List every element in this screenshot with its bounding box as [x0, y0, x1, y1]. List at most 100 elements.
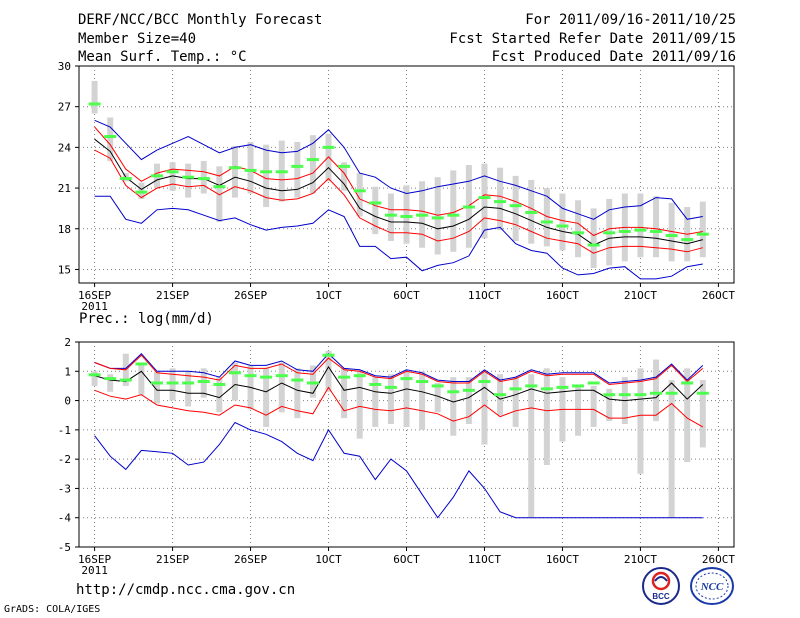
spread-box: [450, 170, 457, 252]
median-marker: [603, 231, 616, 235]
median-marker: [306, 381, 319, 385]
median-marker: [587, 381, 600, 385]
figure-title: DERF/NCC/BCC Monthly Forecast: [78, 12, 323, 28]
spread-box: [216, 377, 223, 413]
spread-box: [263, 368, 270, 427]
spread-box: [387, 374, 394, 424]
y-tick-label: 0: [64, 395, 71, 408]
spread-box: [668, 380, 675, 518]
spread-box: [216, 166, 223, 222]
median-marker: [104, 377, 117, 381]
median-marker: [494, 200, 507, 204]
x-tick-label: 6OCT: [393, 553, 420, 566]
min-line: [94, 195, 703, 280]
median-marker: [135, 190, 148, 194]
median-marker: [384, 213, 397, 217]
median-marker: [634, 393, 647, 397]
variable-label: Mean Surf. Temp.: °C: [78, 49, 247, 65]
median-marker: [494, 393, 507, 397]
spread-box: [247, 141, 254, 194]
spread-box: [387, 193, 394, 241]
median-marker: [416, 380, 429, 384]
y-tick-label: 24: [58, 141, 72, 154]
median-marker: [696, 232, 709, 236]
y-tick-label: -2: [58, 453, 71, 466]
median-marker: [260, 170, 273, 174]
precip-title: Prec.: log(mm/d): [79, 311, 214, 327]
x-tick-sublabel: 2011: [81, 564, 108, 577]
median-marker: [338, 164, 351, 168]
median-marker: [416, 213, 429, 217]
spread-box: [309, 135, 316, 194]
x-tick-label: 16SEP: [78, 289, 111, 302]
x-tick-label: 21OCT: [624, 553, 657, 566]
spread-box: [231, 362, 238, 401]
y-tick-label: -5: [58, 541, 71, 554]
x-tick-label: 6OCT: [393, 289, 420, 302]
x-tick-label: 16OCT: [546, 289, 579, 302]
median-marker: [306, 158, 319, 162]
bcc-logo-text: BCC: [652, 592, 670, 601]
source-url[interactable]: http://cmdp.ncc.cma.gov.cn: [76, 582, 296, 598]
x-tick-label: 21SEP: [156, 553, 189, 566]
spread-box: [434, 383, 441, 413]
forecast-period: For 2011/09/16-2011/10/25: [525, 12, 736, 28]
std-upper-line: [94, 126, 703, 237]
median-marker: [556, 224, 569, 228]
spread-box: [575, 200, 582, 258]
median-marker: [681, 381, 694, 385]
median-marker: [119, 378, 132, 382]
max-line: [94, 352, 704, 384]
median-marker: [150, 174, 163, 178]
spread-box: [325, 350, 332, 392]
spread-box: [419, 371, 426, 430]
spread-box: [481, 371, 488, 445]
max-line: [94, 119, 703, 220]
y-tick-label: 21: [58, 182, 71, 195]
median-marker: [462, 205, 475, 209]
spread-box: [590, 385, 597, 427]
median-marker: [291, 164, 304, 168]
spread-box: [434, 177, 441, 255]
spread-box: [559, 193, 566, 251]
median-marker: [540, 220, 553, 224]
spread-box: [465, 377, 472, 424]
median-marker: [650, 229, 663, 233]
spread-box: [278, 362, 285, 413]
median-marker: [166, 381, 179, 385]
median-marker: [275, 374, 288, 378]
spread-box: [403, 371, 410, 427]
y-tick-label: 18: [58, 223, 71, 236]
spread-box: [231, 146, 238, 198]
spread-box: [637, 368, 644, 474]
median-marker: [291, 378, 304, 382]
spread-box: [512, 377, 519, 427]
y-tick-label: -3: [58, 482, 71, 495]
x-tick-label: 1OCT: [315, 553, 342, 566]
median-marker: [275, 170, 288, 174]
spread-box: [372, 377, 379, 427]
x-tick-label: 26SEP: [234, 289, 267, 302]
y-tick-label: 15: [58, 263, 71, 276]
median-marker: [228, 166, 241, 170]
std-upper-line: [94, 354, 704, 386]
spread-box: [169, 162, 176, 191]
median-marker: [525, 384, 538, 388]
median-marker: [322, 353, 335, 357]
grads-credit: GrADS: COLA/IGES: [4, 604, 101, 615]
spread-box: [606, 388, 613, 422]
x-tick-label: 21OCT: [624, 289, 657, 302]
y-tick-label: 30: [58, 60, 71, 73]
median-marker: [182, 381, 195, 385]
median-marker: [431, 216, 444, 220]
spread-box: [372, 186, 379, 235]
spread-box: [263, 144, 270, 208]
ensemble-mean-line: [94, 365, 704, 403]
median-marker: [572, 231, 585, 235]
spread-box: [575, 385, 582, 436]
spread-box: [668, 202, 675, 262]
median-marker: [634, 228, 647, 232]
spread-box: [481, 163, 488, 239]
spread-box: [91, 371, 98, 386]
